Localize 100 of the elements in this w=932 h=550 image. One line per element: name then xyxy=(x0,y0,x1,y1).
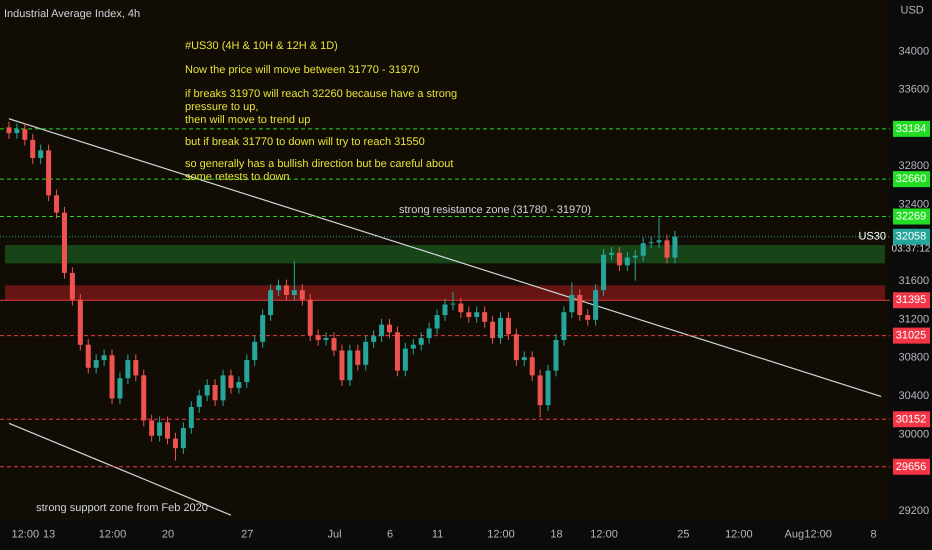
x-tick-label: 8 xyxy=(870,528,877,540)
ref-line-label: 32269 xyxy=(896,210,926,223)
x-tick-label: 11 xyxy=(432,528,444,540)
annotation: strong support zone from Feb 2020 xyxy=(36,502,208,514)
candlestick xyxy=(22,123,28,146)
candlestick xyxy=(458,297,464,318)
y-tick-label: 32800 xyxy=(898,160,930,172)
candlestick xyxy=(442,298,448,322)
candlestick xyxy=(490,316,496,344)
candlestick xyxy=(212,378,218,407)
annotation: if breaks 31970 will reach 32260 because have a strong pressure to up, then will move to trend up xyxy=(185,88,458,126)
y-tick-label: 31600 xyxy=(898,275,930,288)
y-axis-title: USD xyxy=(900,4,924,16)
candlestick xyxy=(450,292,456,311)
y-tick-label: 30000 xyxy=(898,428,930,440)
candlestick xyxy=(54,189,60,219)
candlestick xyxy=(585,308,590,326)
x-tick-label: Aug xyxy=(784,528,804,540)
x-tick-label: 12:00 xyxy=(804,528,832,540)
y-tick-label: 32400 xyxy=(898,198,930,210)
candlestick xyxy=(498,312,503,344)
candlestick xyxy=(292,260,297,302)
candlestick xyxy=(387,318,392,339)
candlestick xyxy=(196,389,202,414)
candlestick xyxy=(324,332,329,346)
x-tick-label: 27 xyxy=(241,528,254,540)
candlestick xyxy=(149,414,154,442)
candlestick xyxy=(228,369,234,394)
candlestick xyxy=(332,332,337,357)
x-tick-label: 12:00 xyxy=(487,528,515,540)
candlestick xyxy=(180,422,186,454)
candlestick xyxy=(506,312,511,340)
candlestick xyxy=(276,279,282,296)
candlestick xyxy=(363,336,368,372)
annotation: US30 xyxy=(858,230,886,243)
y-tick-label: 34000 xyxy=(898,45,930,58)
x-tick-label: 13 xyxy=(42,528,56,540)
y-tick-label: 30400 xyxy=(898,390,930,402)
candlestick xyxy=(402,342,408,377)
candlestick xyxy=(38,144,44,164)
annotation: 03:37:12 xyxy=(892,244,931,255)
candlestick xyxy=(632,249,638,282)
candlestick xyxy=(316,328,321,346)
x-tick-label: 12:00 xyxy=(12,528,40,540)
y-tick-label: 31200 xyxy=(898,313,930,326)
annotation: #US30 (4H & 10H & 12H & 1D) xyxy=(185,40,338,52)
annotation: strong resistance zone (31780 - 31970) xyxy=(398,204,592,216)
candlestick xyxy=(30,134,36,164)
y-tick-label: 33600 xyxy=(898,84,930,96)
candlestick xyxy=(426,322,432,344)
candlestick xyxy=(474,306,480,324)
candlestick xyxy=(355,344,360,372)
candlestick xyxy=(117,372,122,405)
ref-line-label: 32058 xyxy=(896,230,926,243)
ref-line-label: 29656 xyxy=(896,460,926,473)
candlestick xyxy=(244,354,250,388)
x-tick-label: 6 xyxy=(386,528,394,540)
text: Industrial Average Index, 4h xyxy=(4,8,140,20)
candlestick xyxy=(664,234,670,264)
ref-line-label: 33184 xyxy=(896,122,926,135)
candlestick xyxy=(94,354,99,374)
candlestick xyxy=(371,330,376,348)
candlestick xyxy=(284,279,289,302)
candlestick xyxy=(522,350,527,366)
candlestick xyxy=(204,378,210,402)
candlestick xyxy=(14,123,20,140)
candlestick xyxy=(157,416,162,442)
x-tick-label: 12:00 xyxy=(98,528,126,540)
candlestick xyxy=(530,350,535,382)
candlestick xyxy=(188,400,194,434)
candlestick xyxy=(466,306,472,324)
x-tick-label: 25 xyxy=(677,528,690,540)
ref-line-label: 32660 xyxy=(896,173,926,186)
ref-line-label: 31395 xyxy=(896,294,926,306)
annotation: but if break 31770 to down will try to reach 31550 xyxy=(185,136,425,148)
y-tick-label: 29200 xyxy=(898,504,930,517)
candlestick xyxy=(236,376,242,394)
candlestick xyxy=(125,354,130,385)
candlestick xyxy=(418,332,424,351)
candlestick xyxy=(252,336,258,366)
y-tick-label: 30800 xyxy=(898,352,930,364)
candlestick xyxy=(569,282,574,318)
candlestick xyxy=(434,308,440,335)
x-tick-label: 18 xyxy=(550,528,563,540)
candlestick xyxy=(300,284,305,306)
candlestick xyxy=(379,318,384,342)
candlestick xyxy=(172,432,178,462)
candlestick xyxy=(482,306,488,328)
ref-line-label: 31025 xyxy=(896,330,926,342)
candlestick xyxy=(616,246,622,272)
x-tick-label: 12:00 xyxy=(590,528,618,540)
candlestick xyxy=(577,288,582,322)
annotation: Now the price will move between 31770 - 31970 xyxy=(185,64,420,76)
x-tick-label: 12:00 xyxy=(725,528,753,540)
candlestick xyxy=(102,349,107,366)
candlestick xyxy=(133,354,138,382)
candlestick xyxy=(165,416,170,445)
candlestick xyxy=(410,338,416,355)
candlestick xyxy=(86,338,91,374)
x-tick-label: 20 xyxy=(162,528,174,540)
